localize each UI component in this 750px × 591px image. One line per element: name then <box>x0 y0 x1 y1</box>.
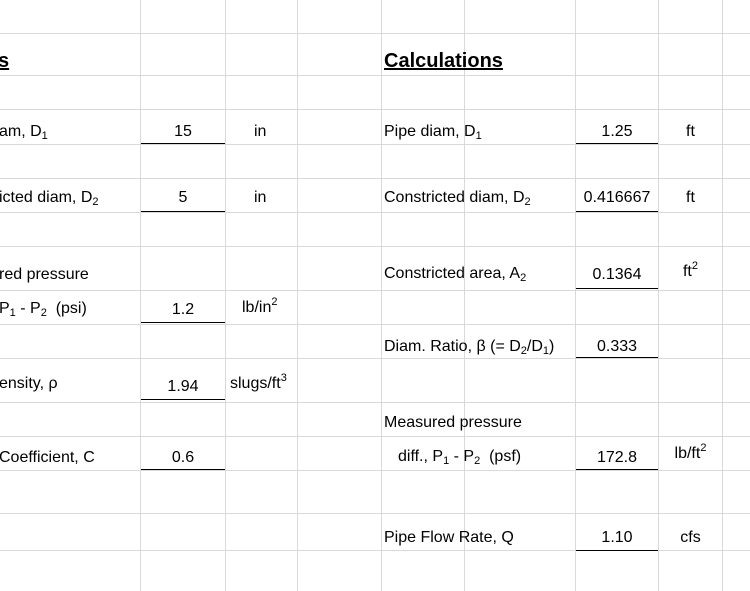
grid-column-line <box>297 0 298 591</box>
input-coefficient-label: Coefficient, C <box>0 449 95 466</box>
input-density-cell[interactable]: 1.94 <box>167 378 199 395</box>
grid-row-line <box>0 178 750 179</box>
cell-underline <box>576 469 658 470</box>
calc-constricted-diam-cell[interactable]: 0.416667 <box>583 189 651 206</box>
cell-underline <box>141 143 225 144</box>
cell-underline <box>141 211 225 212</box>
grid-column-line <box>658 0 659 591</box>
grid-row-line <box>0 470 750 471</box>
calc-pressure-label-line1: Measured pressure <box>384 414 522 431</box>
input-pipe-diam-cell[interactable]: 15 <box>174 123 192 140</box>
calc-pipe-diam-unit: ft <box>686 123 695 140</box>
calc-constricted-area-unit: ft2 <box>682 260 698 281</box>
input-pressure-label-line1: red pressure <box>0 266 89 283</box>
input-pressure-unit: lb/in2 <box>242 296 278 317</box>
calculations-heading: Calculations <box>384 50 503 72</box>
input-pressure-cell[interactable]: 1.2 <box>171 301 195 318</box>
cell-underline <box>141 469 225 470</box>
input-constricted-diam-unit: in <box>254 189 267 206</box>
input-constricted-diam-cell[interactable]: 5 <box>178 189 188 206</box>
cell-underline <box>576 143 658 144</box>
grid-column-line <box>381 0 382 591</box>
grid-column-line <box>575 0 576 591</box>
calc-pressure-cell[interactable]: 172.8 <box>596 449 638 466</box>
cell-underline <box>576 357 658 358</box>
grid-row-line <box>0 212 750 213</box>
calc-constricted-diam-unit: ft <box>686 189 695 206</box>
calc-diam-ratio-label: Diam. Ratio, β (= D2/D1) <box>384 338 555 357</box>
inputs-heading: s <box>0 50 10 72</box>
input-coefficient-cell[interactable]: 0.6 <box>171 449 195 466</box>
input-pipe-diam-label: am, D1 <box>0 123 48 142</box>
cell-underline <box>576 211 658 212</box>
calc-flow-rate-label: Pipe Flow Rate, Q <box>384 529 514 546</box>
grid-row-line <box>0 436 750 437</box>
cell-underline <box>576 288 658 289</box>
calc-pipe-diam-cell[interactable]: 1.25 <box>601 123 633 140</box>
calc-flow-rate-unit: cfs <box>680 529 701 546</box>
grid-row-line <box>0 144 750 145</box>
grid-row-line <box>0 75 750 76</box>
calc-constricted-area-cell[interactable]: 0.1364 <box>592 266 642 283</box>
grid-row-line <box>0 402 750 403</box>
grid-row-line <box>0 290 750 291</box>
cell-underline <box>576 550 658 551</box>
grid-row-line <box>0 33 750 34</box>
grid-row-line <box>0 246 750 247</box>
calc-constricted-area-label: Constricted area, A2 <box>384 265 527 284</box>
calc-pressure-unit: lb/ft2 <box>674 442 707 463</box>
grid-column-line <box>140 0 141 591</box>
grid-column-line <box>464 0 465 591</box>
grid-column-line <box>722 0 723 591</box>
calc-diam-ratio-cell[interactable]: 0.333 <box>596 338 638 355</box>
cell-underline <box>141 322 225 323</box>
grid-row-line <box>0 109 750 110</box>
input-constricted-diam-label: icted diam, D2 <box>0 189 99 208</box>
calc-pressure-label-line2: diff., P1 - P2 (psf) <box>398 448 522 467</box>
grid-row-line <box>0 358 750 359</box>
grid-row-line <box>0 513 750 514</box>
input-pressure-label-line2: P1 - P2 (psi) <box>0 300 87 319</box>
calc-constricted-diam-label: Constricted diam, D2 <box>384 189 531 208</box>
grid-column-line <box>225 0 226 591</box>
input-density-unit: slugs/ft3 <box>230 372 287 393</box>
calc-flow-rate-cell[interactable]: 1.10 <box>601 529 633 546</box>
calc-pipe-diam-label: Pipe diam, D1 <box>384 123 482 142</box>
input-pipe-diam-unit: in <box>254 123 267 140</box>
input-density-label: ensity, ρ <box>0 375 58 392</box>
grid-row-line <box>0 324 750 325</box>
cell-underline <box>141 399 225 400</box>
